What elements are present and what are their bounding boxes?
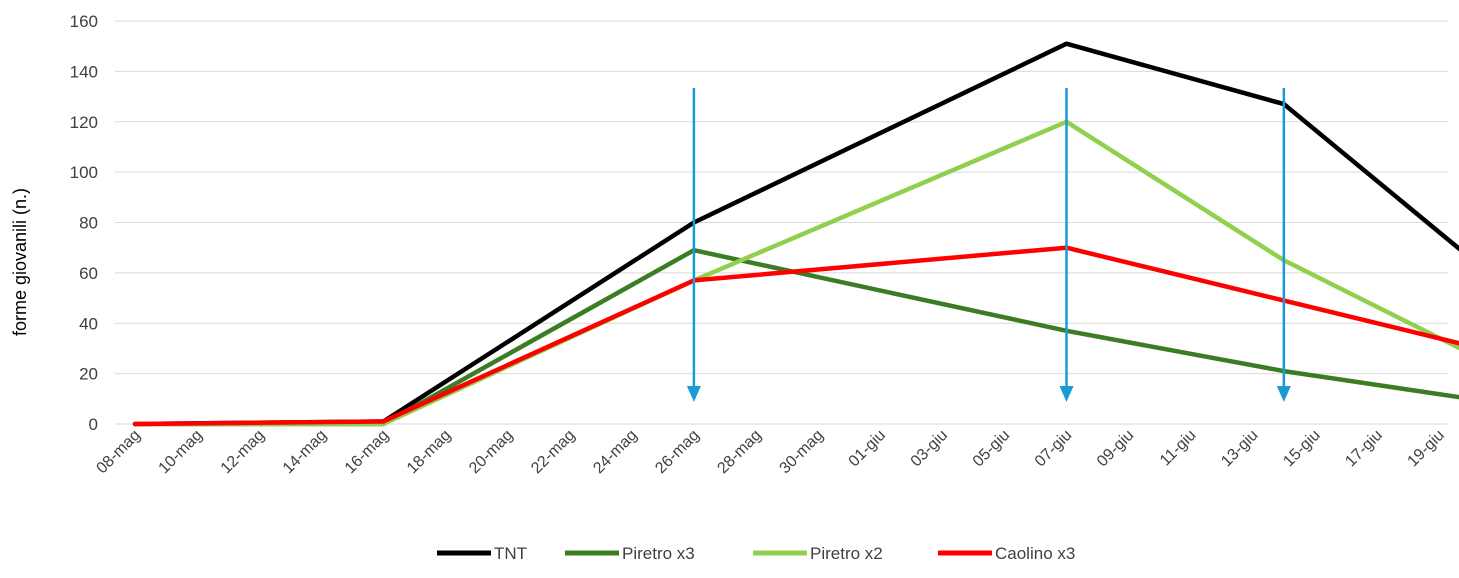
x-tick-label: 20-mag — [466, 427, 516, 477]
x-tick-label: 26-mag — [652, 427, 702, 477]
x-tick-label: 19-giu — [1404, 427, 1447, 470]
x-tick-label: 07-giu — [1032, 427, 1075, 470]
arrow-annotation — [1059, 88, 1074, 402]
gridlines — [115, 20, 1448, 425]
x-tick-label: 18-mag — [404, 427, 454, 477]
x-tick-labels: 08-mag 10-mag 12-mag 14-mag 16-mag 18-mag 20-m… — [93, 427, 1447, 477]
series-line — [132, 247, 1459, 427]
legend: TNT Piretro x3 Piretro x2 Caolino x3 — [437, 544, 1075, 563]
arrow-head — [1059, 386, 1074, 402]
x-tick-label: 10-mag — [156, 427, 206, 477]
treatment-arrows — [686, 88, 1291, 402]
x-tick-label: 24-mag — [590, 427, 640, 477]
x-tick-label: 17-giu — [1342, 427, 1385, 470]
x-tick-label: 16-mag — [342, 427, 392, 477]
y-tick-label: 120 — [70, 113, 98, 132]
legend-label: Piretro x3 — [622, 544, 695, 563]
x-tick-label: 13-giu — [1218, 427, 1261, 470]
y-tick-label: 80 — [79, 214, 98, 233]
x-tick-label: 12-mag — [218, 427, 268, 477]
legend-item: Piretro x3 — [565, 544, 695, 563]
y-tick-label: 20 — [79, 365, 98, 384]
arrow-head — [686, 386, 701, 402]
x-tick-label: 11-giu — [1157, 427, 1200, 470]
y-tick-label: 160 — [70, 12, 98, 31]
x-tick-label: 09-giu — [1094, 427, 1137, 470]
y-tick-label: 140 — [70, 62, 98, 81]
y-tick-labels: 0 20 40 60 80 100 120 140 160 — [70, 12, 98, 434]
series-line — [132, 245, 1459, 427]
legend-item: TNT — [437, 544, 527, 563]
legend-item: Caolino x3 — [938, 544, 1075, 563]
y-tick-label: 40 — [79, 314, 98, 333]
y-tick-label: 100 — [70, 163, 98, 182]
x-tick-label: 28-mag — [714, 427, 764, 477]
y-tick-label: 60 — [79, 264, 98, 283]
y-axis-label: forme giovanili (n.) — [10, 188, 30, 336]
arrow-annotation — [1276, 88, 1291, 402]
legend-label: Caolino x3 — [995, 544, 1075, 563]
x-tick-label: 22-mag — [528, 427, 578, 477]
x-tick-label: 15-giu — [1280, 427, 1323, 470]
legend-label: Piretro x2 — [810, 544, 883, 563]
legend-label: TNT — [494, 544, 527, 563]
y-tick-label: 0 — [89, 415, 98, 434]
arrow-head — [1276, 386, 1291, 402]
x-tick-label: 08-mag — [93, 427, 143, 477]
arrow-annotation — [686, 88, 701, 402]
x-tick-label: 14-mag — [280, 427, 330, 477]
x-tick-label: 30-mag — [777, 427, 827, 477]
series-lines — [132, 41, 1459, 427]
legend-item: Piretro x2 — [753, 544, 883, 563]
x-tick-label: 05-giu — [970, 427, 1013, 470]
x-tick-label: 01-giu — [846, 427, 889, 470]
x-tick-label: 03-giu — [908, 427, 951, 470]
